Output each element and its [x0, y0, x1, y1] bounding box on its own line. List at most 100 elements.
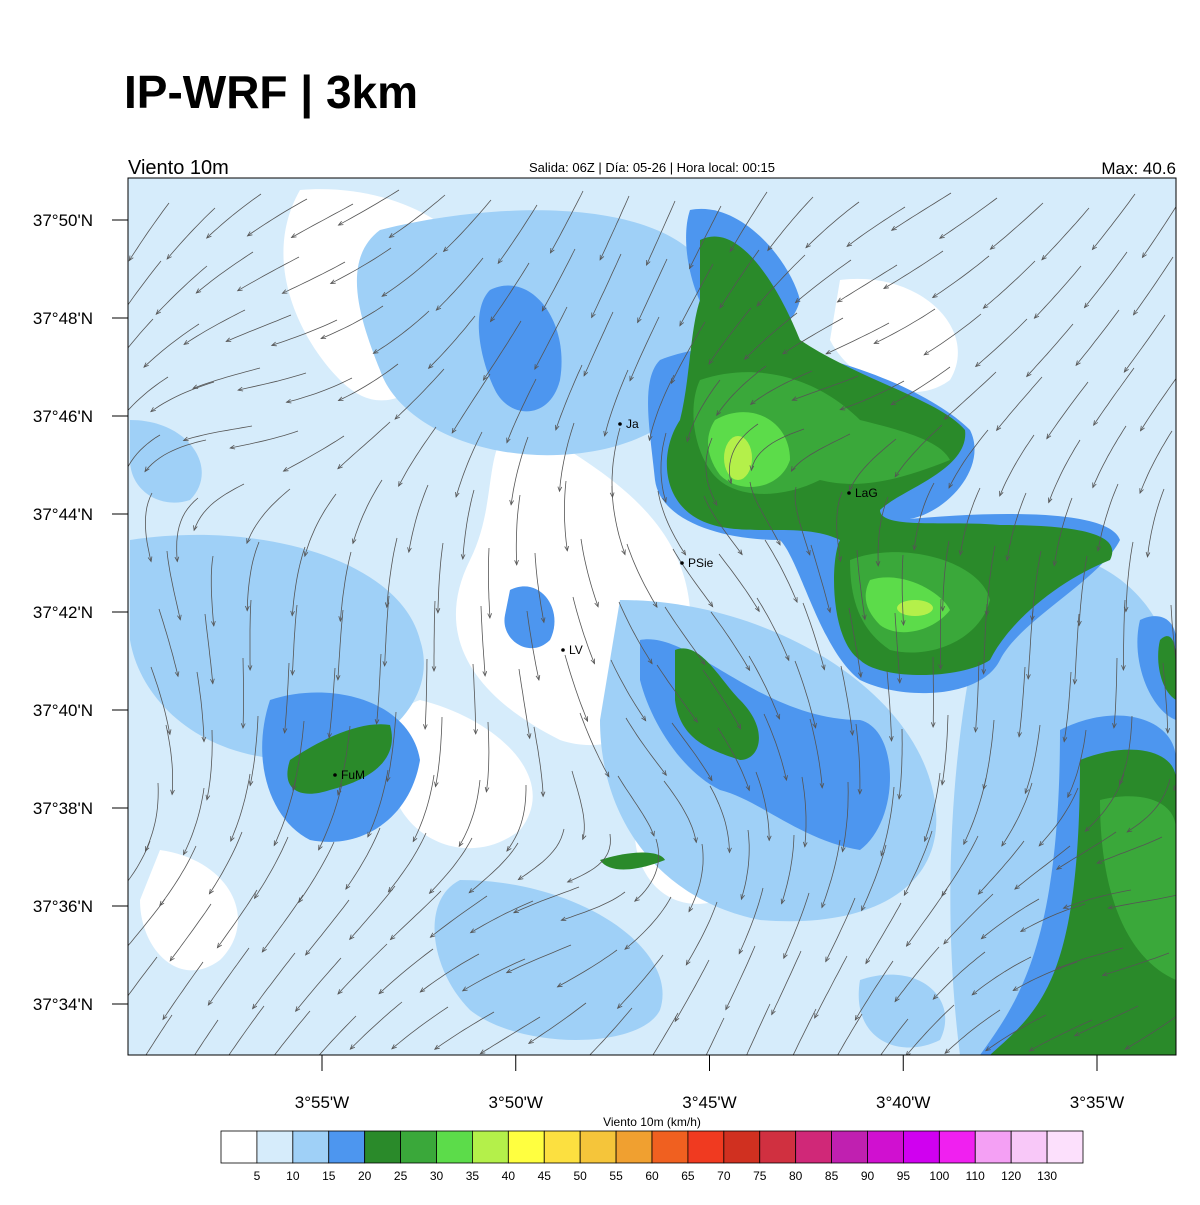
streamline-arrow: [642, 1068, 646, 1073]
colorbar-label: 10: [286, 1169, 300, 1183]
colorbar-swatch: [293, 1131, 329, 1163]
lon-tick-label: 3°50'W: [489, 1093, 543, 1112]
colorbar-swatch: [616, 1131, 652, 1163]
colorbar-label: 100: [929, 1169, 949, 1183]
colorbar-swatch: [508, 1131, 544, 1163]
station-dot: [618, 422, 622, 426]
colorbar-swatch: [939, 1131, 975, 1163]
streamline-arrow: [115, 1008, 119, 1013]
colorbar-swatch: [688, 1131, 724, 1163]
title: IP-WRF | 3km: [124, 66, 418, 118]
lon-tick-label: 3°45'W: [682, 1093, 736, 1112]
streamline: [1178, 547, 1180, 617]
streamline-arrow: [180, 1074, 184, 1079]
colorbar-swatch: [472, 1131, 508, 1163]
panel-center: Salida: 06Z | Día: 05-26 | Hora local: 0…: [529, 160, 775, 175]
streamline-arrow: [109, 368, 113, 373]
colorbar-label: 95: [897, 1169, 911, 1183]
colorbar-swatch: [221, 1131, 257, 1163]
colorbar-label: 20: [358, 1169, 372, 1183]
colorbar-label: 60: [645, 1169, 659, 1183]
colorbar-swatch: [1011, 1131, 1047, 1163]
colorbar-label: 15: [322, 1169, 336, 1183]
colorbar-label: 65: [681, 1169, 695, 1183]
colorbar: 5 10 15 20 25 30 35 40 45 50 55 60 65 70 75 80 85 90 95 100…: [221, 1131, 1083, 1183]
streamline-arrow: [785, 1067, 789, 1072]
colorbar-label: 75: [753, 1169, 767, 1183]
colorbar-label: 120: [1001, 1169, 1021, 1183]
colorbar-label: 25: [394, 1169, 408, 1183]
colorbar-swatch: [760, 1131, 796, 1163]
panel-right: Max: 40.6: [1101, 159, 1176, 178]
panel-left: Viento 10m: [128, 157, 229, 179]
station-dot: [561, 648, 565, 652]
colorbar-swatch: [401, 1131, 437, 1163]
colorbar-swatch: [652, 1131, 688, 1163]
colorbar-swatch: [903, 1131, 939, 1163]
streamline-arrow: [585, 1055, 590, 1060]
colorbar-swatch: [832, 1131, 868, 1163]
map: [109, 178, 1184, 1081]
colorbar-label: 55: [609, 1169, 623, 1183]
streamline-arrow: [867, 1071, 871, 1076]
streamline-arrow: [1178, 612, 1182, 617]
streamline-arrow: [267, 1061, 271, 1066]
colorbar-swatch: [544, 1131, 580, 1163]
lat-tick-label: 37°48'N: [33, 309, 93, 328]
colorbar-title: Viento 10m (km/h): [603, 1115, 701, 1129]
lat-tick-label: 37°50'N: [33, 211, 93, 230]
colorbar-swatch: [257, 1131, 293, 1163]
station-dot: [333, 773, 337, 777]
station-label: FuM: [341, 768, 365, 782]
lat-tick-label: 37°34'N: [33, 995, 93, 1014]
lat-tick-label: 37°40'N: [33, 701, 93, 720]
colorbar-swatch: [975, 1131, 1011, 1163]
colorbar-swatch: [437, 1131, 473, 1163]
streamline-arrow: [224, 1058, 228, 1063]
streamline-arrow: [119, 312, 123, 317]
colorbar-label: 85: [825, 1169, 839, 1183]
colorbar-label: 130: [1037, 1169, 1057, 1183]
station-dot: [680, 561, 684, 565]
colorbar-label: 70: [717, 1169, 731, 1183]
colorbar-label: 80: [789, 1169, 803, 1183]
colorbar-swatch: [868, 1131, 904, 1163]
colorbar-swatch: [796, 1131, 832, 1163]
colorbar-swatch: [580, 1131, 616, 1163]
station-dot: [847, 491, 851, 495]
colorbar-swatch: [365, 1131, 401, 1163]
lon-tick-label: 3°55'W: [295, 1093, 349, 1112]
lon-tick-label: 3°40'W: [876, 1093, 930, 1112]
streamline-arrow: [117, 419, 121, 424]
colorbar-label: 40: [502, 1169, 516, 1183]
colorbar-label: 35: [466, 1169, 480, 1183]
streamline-arrow: [134, 1069, 138, 1074]
lon-tick-label: 3°35'W: [1070, 1093, 1124, 1112]
lat-tick-label: 37°46'N: [33, 407, 93, 426]
station-label: Ja: [626, 417, 639, 431]
lat-tick-label: 37°42'N: [33, 603, 93, 622]
lat-tick-label: 37°38'N: [33, 799, 93, 818]
streamline-arrow: [741, 1063, 745, 1068]
colorbar-swatch: [329, 1131, 365, 1163]
colorbar-label: 50: [573, 1169, 587, 1183]
station-label: LaG: [855, 486, 878, 500]
station-label: PSie: [688, 556, 714, 570]
colorbar-swatch: [724, 1131, 760, 1163]
lat-tick-label: 37°44'N: [33, 505, 93, 524]
streamline-arrow: [119, 485, 123, 490]
colorbar-label: 90: [861, 1169, 875, 1183]
colorbar-label: 45: [538, 1169, 552, 1183]
station-label: LV: [569, 643, 583, 657]
streamline-arrow: [121, 949, 126, 954]
streamline-arrow: [694, 1076, 698, 1081]
streamline-arrow: [827, 1070, 831, 1075]
colorbar-swatch: [1047, 1131, 1083, 1163]
colorbar-label: 110: [966, 1169, 985, 1183]
colorbar-label: 5: [254, 1169, 261, 1183]
streamline-arrow: [308, 1063, 313, 1068]
lat-tick-label: 37°36'N: [33, 897, 93, 916]
streamline-arrow: [113, 895, 118, 900]
colorbar-label: 30: [430, 1169, 444, 1183]
